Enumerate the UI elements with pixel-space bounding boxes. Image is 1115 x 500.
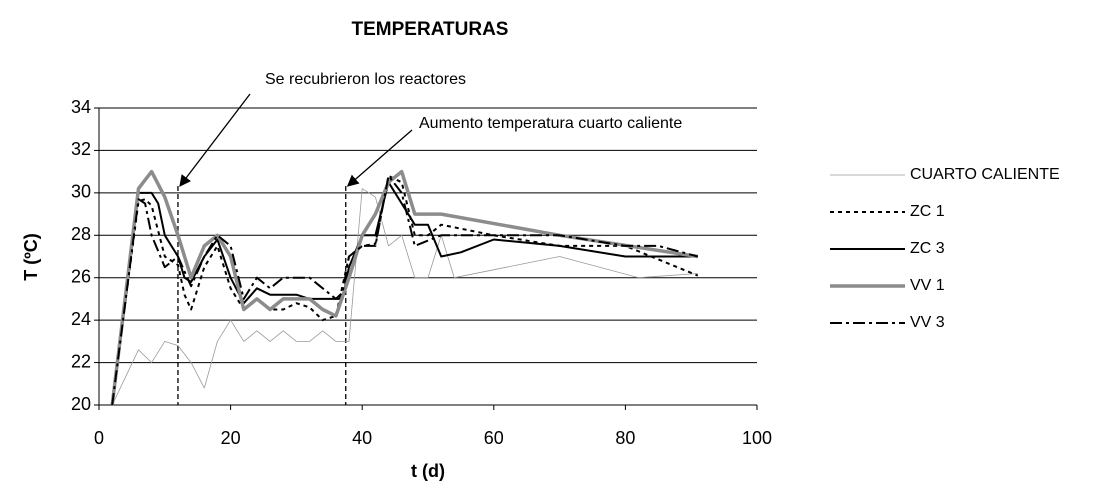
y-axis-label: T (ºC) (21, 233, 41, 281)
y-tick-label: 24 (71, 309, 91, 329)
y-tick-label: 26 (71, 266, 91, 286)
x-axis-label: t (d) (411, 461, 445, 481)
legend-label: CUARTO CALIENTE (910, 166, 1060, 183)
x-tick-label: 80 (615, 428, 635, 448)
y-tick-label: 20 (71, 394, 91, 414)
legend-label: ZC 1 (910, 203, 945, 220)
x-tick-label: 100 (742, 428, 772, 448)
series-line (111, 188, 698, 406)
y-tick-label: 22 (71, 351, 91, 371)
series-line (110, 169, 699, 406)
annotation-arrow (346, 129, 413, 187)
y-tick-label: 34 (71, 97, 91, 117)
x-tick-label: 20 (221, 428, 241, 448)
annotation-arrow (179, 93, 251, 187)
y-tick-label: 32 (71, 139, 91, 159)
series-line (111, 174, 699, 406)
legend-label: VV 1 (910, 277, 945, 294)
series-line (111, 181, 698, 406)
chart-title: TEMPERATURAS (352, 19, 509, 40)
series-line (111, 174, 699, 406)
x-tick-label: 40 (352, 428, 372, 448)
legend-label: ZC 3 (910, 240, 945, 257)
x-tick-label: 0 (94, 428, 104, 448)
annotation-text: Se recubrieron los reactores (265, 71, 466, 88)
y-tick-label: 28 (71, 224, 91, 244)
legend-label: VV 3 (910, 314, 945, 331)
y-tick-label: 30 (71, 182, 91, 202)
annotation-text: Aumento temperatura cuarto caliente (419, 115, 682, 132)
x-tick-label: 60 (484, 428, 504, 448)
